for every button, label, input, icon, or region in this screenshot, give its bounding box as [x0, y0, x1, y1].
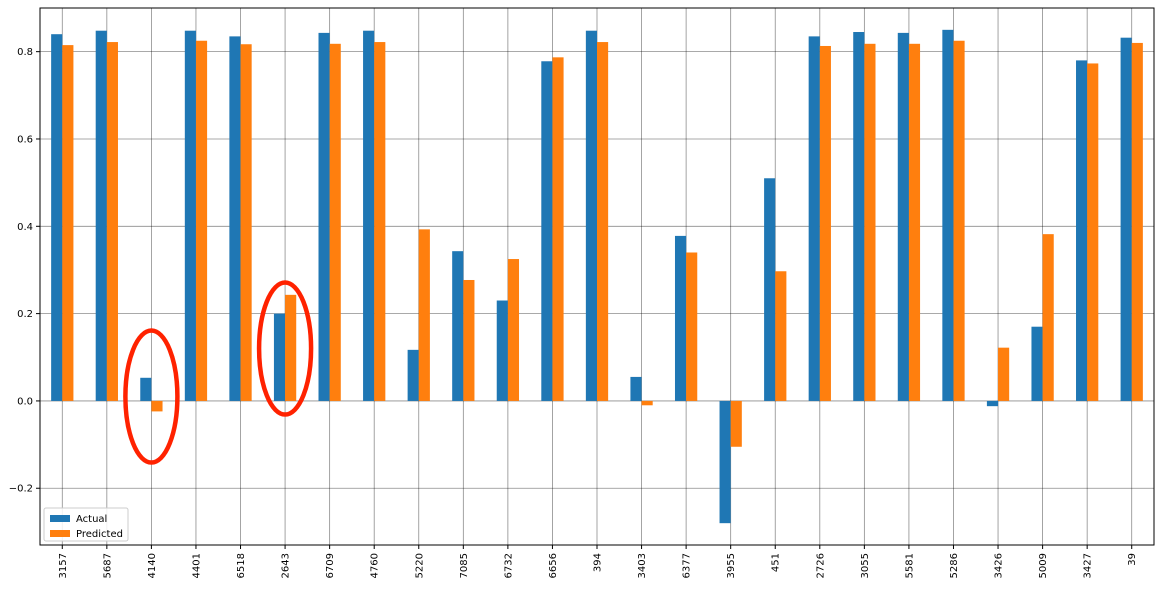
- legend-swatch-actual: [50, 515, 70, 522]
- bar-predicted-3055: [864, 43, 876, 401]
- y-tick-label: 0.4: [17, 222, 33, 233]
- bar-predicted-2726: [819, 45, 831, 401]
- legend-label-predicted: Predicted: [76, 529, 123, 540]
- x-tick-label: 3955: [726, 553, 737, 578]
- bar-predicted-6732: [507, 259, 520, 401]
- x-tick-label: 451: [771, 553, 782, 572]
- bar-predicted-6709: [329, 43, 341, 401]
- x-tick-label: 6732: [503, 553, 514, 578]
- bar-actual-3427: [1076, 60, 1088, 401]
- x-tick-label: 4401: [191, 553, 202, 578]
- x-tick-label: 3427: [1083, 553, 1094, 578]
- x-tick-label: 5009: [1038, 553, 1049, 578]
- bar-actual-6377: [674, 235, 687, 401]
- bar-predicted-3955: [730, 400, 742, 447]
- y-tick-label: 0.0: [17, 396, 33, 407]
- x-tick-label: 6656: [548, 553, 559, 578]
- legend-swatch-predicted: [50, 530, 70, 537]
- bar-predicted-5220: [418, 229, 430, 401]
- bar-predicted-5581: [908, 43, 921, 401]
- bar-actual-394: [585, 30, 597, 401]
- highlight-ellipse-4140: [123, 328, 180, 465]
- x-tick-label: 4760: [370, 553, 381, 578]
- bar-actual-2726: [808, 36, 820, 401]
- bar-actual-5286: [942, 29, 954, 401]
- y-tick-label: 0.2: [17, 309, 33, 320]
- bar-predicted-3157: [62, 45, 74, 401]
- bar-actual-4760: [363, 30, 375, 401]
- bar-actual-2643: [273, 313, 286, 401]
- bar-actual-5220: [407, 349, 419, 401]
- bar-predicted-4760: [374, 42, 386, 401]
- bar-predicted-4401: [195, 40, 208, 401]
- y-tick-label: −0.2: [9, 484, 33, 495]
- bar-actual-3157: [51, 34, 63, 401]
- x-tick-label: 6709: [325, 553, 336, 578]
- bar-actual-3955: [719, 400, 731, 524]
- bar-predicted-5286: [953, 40, 965, 401]
- bar-actual-3403: [630, 376, 642, 401]
- bar-predicted-2643: [285, 294, 297, 401]
- bar-predicted-451: [775, 271, 787, 401]
- x-tick-label: 3426: [994, 553, 1005, 578]
- bar-predicted-7085: [463, 279, 475, 401]
- bar-actual-7085: [452, 251, 464, 401]
- bar-predicted-6518: [240, 44, 252, 401]
- highlight-ellipse-2643: [256, 280, 314, 417]
- bar-predicted-6377: [686, 252, 698, 401]
- bar-actual-5009: [1031, 326, 1043, 401]
- x-tick-label: 39: [1127, 553, 1138, 566]
- bar-predicted-3427: [1087, 63, 1099, 401]
- bar-actual-3426: [986, 400, 999, 407]
- bar-predicted-3426: [998, 347, 1010, 401]
- x-tick-label: 3157: [58, 553, 69, 578]
- bar-actual-6656: [541, 61, 553, 401]
- bar-predicted-4140: [151, 400, 163, 412]
- bar-predicted-394: [597, 42, 609, 401]
- y-tick-label: 0.8: [17, 47, 33, 58]
- bar-actual-3055: [853, 32, 865, 401]
- x-tick-label: 3055: [860, 553, 871, 578]
- x-tick-label: 5687: [102, 553, 113, 578]
- x-tick-label: 2643: [281, 553, 292, 578]
- x-tick-label: 394: [593, 553, 604, 572]
- bar-actual-451: [764, 178, 776, 401]
- bar-predicted-5009: [1042, 234, 1054, 401]
- bar-actual-4401: [184, 30, 196, 401]
- x-tick-label: 3403: [637, 553, 648, 578]
- bar-actual-6732: [496, 300, 508, 401]
- x-tick-label: 4140: [147, 553, 158, 578]
- x-tick-label: 5220: [414, 553, 425, 578]
- bar-actual-4140: [140, 377, 152, 401]
- bar-predicted-5687: [106, 42, 118, 401]
- bar-actual-5581: [897, 32, 909, 401]
- x-tick-label: 5581: [904, 553, 915, 578]
- x-tick-label: 5286: [949, 553, 960, 578]
- legend-label-actual: Actual: [76, 514, 107, 525]
- y-tick-label: 0.6: [17, 134, 33, 145]
- x-tick-label: 6377: [682, 553, 693, 578]
- bar-predicted-3403: [641, 400, 653, 406]
- bar-actual-39: [1120, 37, 1132, 401]
- bar-actual-5687: [95, 30, 107, 401]
- bar-predicted-6656: [552, 57, 564, 401]
- bar-actual-6709: [318, 32, 330, 401]
- x-tick-label: 6518: [236, 553, 247, 578]
- bar-actual-6518: [229, 36, 241, 401]
- bar-predicted-39: [1131, 42, 1143, 401]
- x-tick-label: 7085: [459, 553, 470, 578]
- x-tick-label: 2726: [815, 553, 826, 578]
